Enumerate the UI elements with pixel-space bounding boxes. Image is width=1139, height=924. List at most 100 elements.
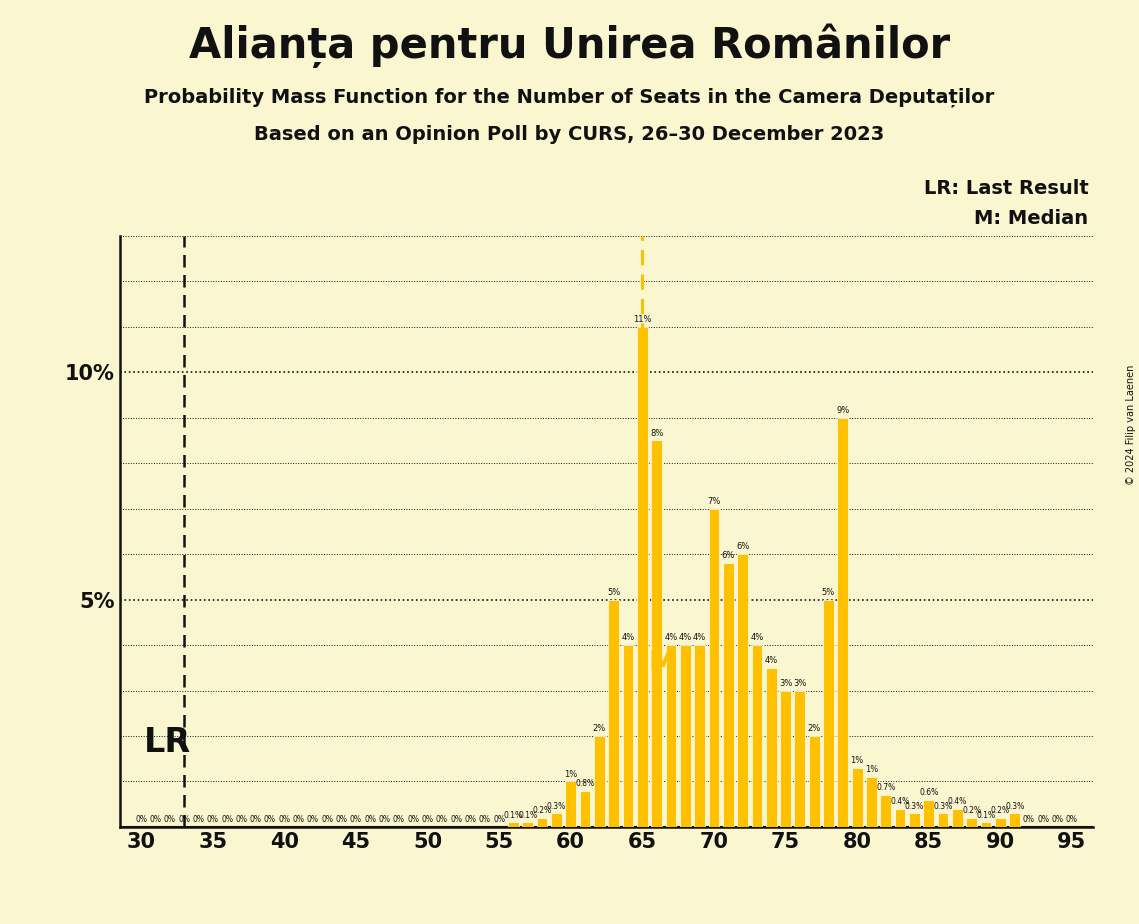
Text: LR: LR (144, 726, 191, 760)
Text: 0%: 0% (336, 815, 347, 824)
Text: 0%: 0% (321, 815, 334, 824)
Text: 0%: 0% (206, 815, 219, 824)
Text: 0.3%: 0.3% (1005, 802, 1024, 810)
Text: 0%: 0% (364, 815, 376, 824)
Text: 0%: 0% (450, 815, 462, 824)
Bar (852, 768, 862, 827)
Bar (536, 818, 548, 827)
Text: 0.2%: 0.2% (533, 806, 551, 815)
Bar (752, 645, 762, 827)
Text: 3%: 3% (793, 679, 806, 687)
Bar (652, 441, 662, 827)
Text: 4%: 4% (679, 633, 691, 642)
Bar (952, 808, 962, 827)
Text: 0.1%: 0.1% (503, 810, 523, 820)
Bar (823, 600, 834, 827)
Bar (765, 668, 777, 827)
Bar (995, 818, 1006, 827)
Text: 0%: 0% (264, 815, 276, 824)
Text: 0%: 0% (378, 815, 391, 824)
Text: 0%: 0% (306, 815, 319, 824)
Bar (695, 645, 705, 827)
Text: 0.8%: 0.8% (575, 779, 595, 788)
Text: 0%: 0% (465, 815, 476, 824)
Text: 0.3%: 0.3% (934, 802, 952, 810)
Text: 11%: 11% (633, 315, 652, 324)
Text: 0%: 0% (478, 815, 491, 824)
Bar (809, 736, 820, 827)
Text: 0%: 0% (164, 815, 175, 824)
Bar (680, 645, 690, 827)
Text: 6%: 6% (722, 552, 735, 561)
Text: 0%: 0% (236, 815, 247, 824)
Bar (880, 796, 891, 827)
Text: 8%: 8% (650, 429, 663, 438)
Text: Probability Mass Function for the Number of Seats in the Camera Deputaților: Probability Mass Function for the Number… (145, 88, 994, 107)
Bar (608, 600, 620, 827)
Text: 0%: 0% (421, 815, 434, 824)
Text: 0%: 0% (221, 815, 233, 824)
Text: M: Median: M: Median (975, 209, 1089, 228)
Text: 4%: 4% (764, 656, 778, 665)
Text: 0.6%: 0.6% (919, 788, 939, 797)
Text: 0%: 0% (493, 815, 505, 824)
Text: 4%: 4% (622, 633, 634, 642)
Text: 9%: 9% (836, 406, 850, 415)
Text: 0.4%: 0.4% (948, 797, 967, 806)
Text: 5%: 5% (607, 588, 621, 597)
Text: 0%: 0% (278, 815, 290, 824)
Text: 7%: 7% (707, 497, 721, 505)
Text: 0%: 0% (293, 815, 304, 824)
Bar (909, 813, 920, 827)
Bar (924, 799, 934, 827)
Text: 4%: 4% (664, 633, 678, 642)
Bar (1009, 813, 1021, 827)
Bar (966, 818, 977, 827)
Bar (565, 782, 576, 827)
Text: 6%: 6% (736, 542, 749, 552)
Text: 0.1%: 0.1% (518, 810, 538, 820)
Text: 4%: 4% (751, 633, 763, 642)
Text: 0.1%: 0.1% (976, 810, 995, 820)
Text: 5%: 5% (822, 588, 835, 597)
Bar (837, 418, 849, 827)
Bar (981, 822, 991, 827)
Bar (580, 791, 590, 827)
Text: 0%: 0% (1038, 815, 1049, 824)
Bar (708, 508, 720, 827)
Bar (523, 822, 533, 827)
Bar (623, 645, 633, 827)
Text: Based on an Opinion Poll by CURS, 26–30 December 2023: Based on an Opinion Poll by CURS, 26–30 … (254, 125, 885, 144)
Text: 0%: 0% (192, 815, 204, 824)
Text: M: M (648, 650, 675, 677)
Text: 1%: 1% (865, 765, 878, 774)
Text: © 2024 Filip van Laenen: © 2024 Filip van Laenen (1126, 365, 1136, 485)
Text: 0%: 0% (149, 815, 162, 824)
Text: 0.4%: 0.4% (891, 797, 910, 806)
Text: 0.3%: 0.3% (547, 802, 566, 810)
Text: 0.3%: 0.3% (904, 802, 924, 810)
Text: 0%: 0% (350, 815, 362, 824)
Text: 0%: 0% (407, 815, 419, 824)
Bar (780, 690, 790, 827)
Bar (665, 645, 677, 827)
Text: 0.2%: 0.2% (962, 806, 982, 815)
Bar (795, 690, 805, 827)
Text: 0%: 0% (1023, 815, 1035, 824)
Text: 4%: 4% (693, 633, 706, 642)
Bar (937, 813, 949, 827)
Text: 0%: 0% (393, 815, 404, 824)
Text: LR: Last Result: LR: Last Result (924, 179, 1089, 199)
Text: 0%: 0% (436, 815, 448, 824)
Bar (508, 822, 518, 827)
Text: 0.2%: 0.2% (991, 806, 1010, 815)
Text: 0%: 0% (249, 815, 262, 824)
Text: 2%: 2% (592, 724, 606, 734)
Bar (593, 736, 605, 827)
Text: 2%: 2% (808, 724, 821, 734)
Text: 0.7%: 0.7% (876, 784, 895, 793)
Bar (551, 813, 562, 827)
Bar (637, 326, 648, 827)
Bar (866, 777, 877, 827)
Text: 1%: 1% (564, 770, 577, 779)
